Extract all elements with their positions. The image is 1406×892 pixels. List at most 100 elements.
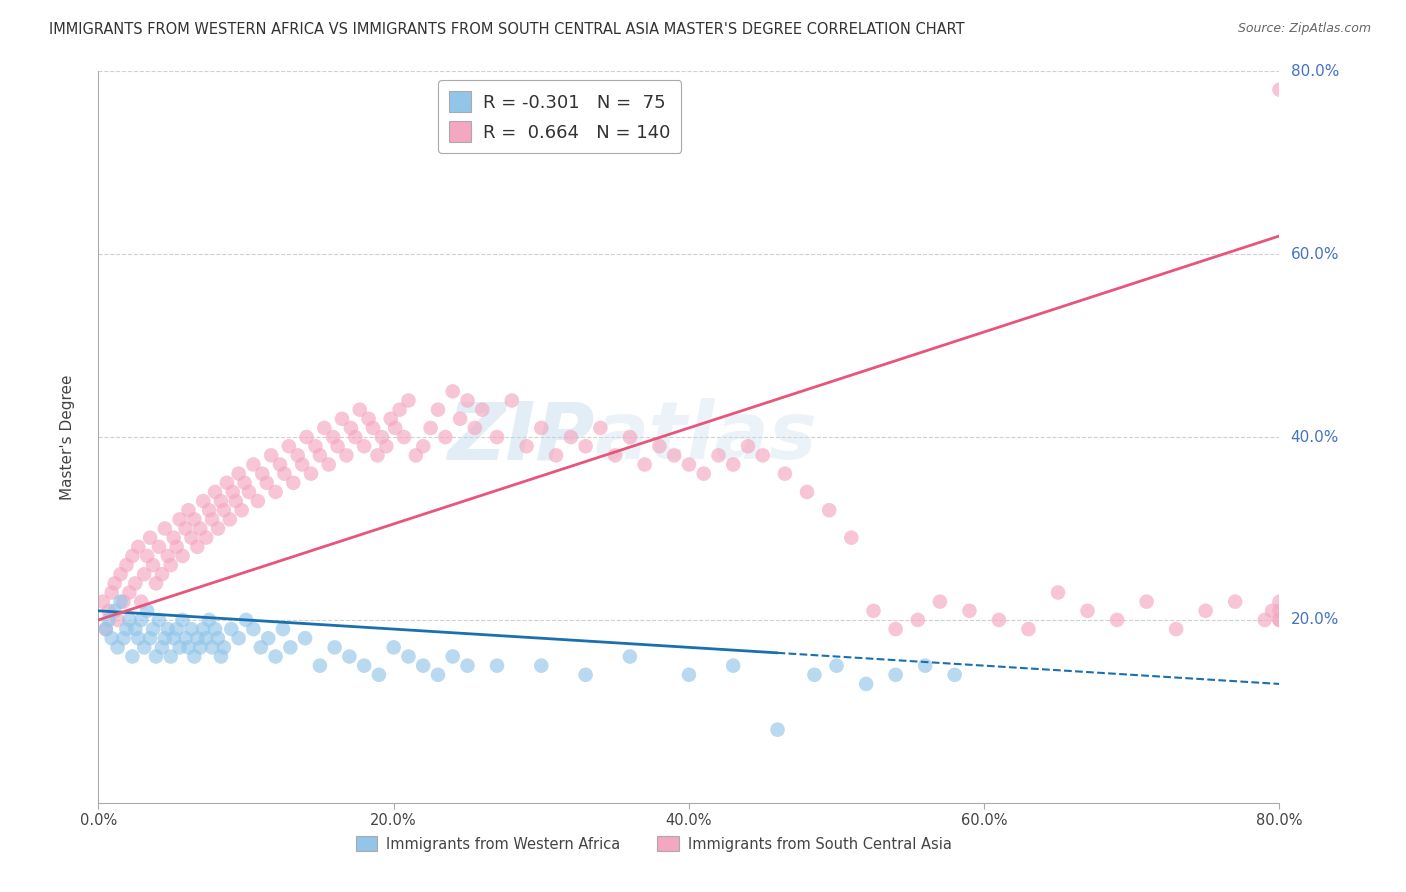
Point xyxy=(1225,594,1247,608)
Point xyxy=(530,658,553,673)
Point xyxy=(929,594,952,608)
Point xyxy=(121,549,143,563)
Point xyxy=(803,667,825,681)
Point xyxy=(129,613,152,627)
Point xyxy=(142,558,165,573)
Point xyxy=(264,649,287,664)
Point xyxy=(304,439,326,453)
Point xyxy=(222,485,245,500)
Point xyxy=(177,503,200,517)
Point xyxy=(233,475,256,490)
Point xyxy=(277,439,299,453)
Point xyxy=(183,649,205,664)
Point xyxy=(988,613,1011,627)
Point xyxy=(434,430,457,444)
Point xyxy=(110,594,132,608)
Point xyxy=(91,594,114,608)
Point xyxy=(193,622,215,636)
Point xyxy=(221,622,243,636)
Point xyxy=(384,421,406,435)
Point xyxy=(127,632,149,646)
Point xyxy=(299,467,322,481)
Point xyxy=(323,640,346,655)
Point xyxy=(766,723,789,737)
Point xyxy=(112,594,135,608)
Point xyxy=(368,667,391,681)
Point xyxy=(752,448,775,462)
Point xyxy=(349,402,371,417)
Point xyxy=(471,402,494,417)
Point xyxy=(118,585,141,599)
Point xyxy=(441,384,464,399)
Point xyxy=(1268,613,1291,627)
Point xyxy=(619,430,641,444)
Point xyxy=(186,632,208,646)
Point xyxy=(163,531,186,545)
Point xyxy=(1268,83,1291,97)
Point xyxy=(375,439,398,453)
Point xyxy=(678,667,700,681)
Point xyxy=(225,494,247,508)
Point xyxy=(115,558,138,573)
Point xyxy=(291,458,314,472)
Point xyxy=(398,649,420,664)
Point xyxy=(427,667,450,681)
Point xyxy=(163,632,186,646)
Point xyxy=(1018,622,1040,636)
Point xyxy=(136,604,159,618)
Point xyxy=(1195,604,1218,618)
Point xyxy=(169,640,191,655)
Point xyxy=(516,439,538,453)
Point xyxy=(419,421,441,435)
Point xyxy=(294,632,316,646)
Point xyxy=(340,421,363,435)
Point xyxy=(1047,585,1070,599)
Point xyxy=(287,448,309,462)
Point xyxy=(180,622,202,636)
Point xyxy=(177,640,200,655)
Point xyxy=(188,640,211,655)
Point xyxy=(295,430,318,444)
Point xyxy=(1254,613,1277,627)
Text: 20.0%: 20.0% xyxy=(1291,613,1339,627)
Point xyxy=(204,622,226,636)
Point xyxy=(1136,594,1159,608)
Point xyxy=(115,622,138,636)
Point xyxy=(589,421,612,435)
Point xyxy=(575,667,598,681)
Point xyxy=(183,512,205,526)
Point xyxy=(353,658,375,673)
Point xyxy=(353,439,375,453)
Point xyxy=(228,632,250,646)
Point xyxy=(330,412,353,426)
Point xyxy=(398,393,420,408)
Point xyxy=(215,475,238,490)
Point xyxy=(371,430,394,444)
Point xyxy=(166,540,188,554)
Point xyxy=(380,412,402,426)
Point xyxy=(209,649,232,664)
Point xyxy=(204,485,226,500)
Point xyxy=(150,640,173,655)
Point xyxy=(273,467,295,481)
Point xyxy=(129,594,152,608)
Point xyxy=(134,640,156,655)
Point xyxy=(201,640,224,655)
Point xyxy=(664,448,686,462)
Text: Source: ZipAtlas.com: Source: ZipAtlas.com xyxy=(1237,22,1371,36)
Point xyxy=(256,475,278,490)
Point xyxy=(207,632,229,646)
Point xyxy=(231,503,253,517)
Text: 40.0%: 40.0% xyxy=(1291,430,1339,444)
Point xyxy=(862,604,884,618)
Point xyxy=(441,649,464,664)
Point xyxy=(796,485,818,500)
Point xyxy=(100,632,122,646)
Point xyxy=(252,467,274,481)
Point xyxy=(235,613,257,627)
Point xyxy=(97,613,120,627)
Point xyxy=(124,576,146,591)
Point xyxy=(575,439,598,453)
Point xyxy=(118,613,141,627)
Point xyxy=(318,458,340,472)
